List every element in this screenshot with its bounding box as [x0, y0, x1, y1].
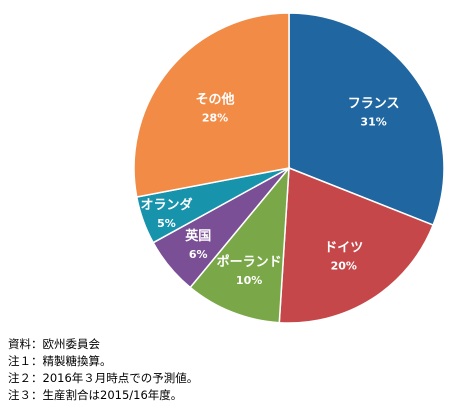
slice-value-netherlands: 5%	[157, 217, 176, 230]
slice-value-other: 28%	[202, 112, 228, 125]
pie-slice-poland	[189, 165, 290, 324]
slice-label-germany: ドイツ	[324, 240, 363, 255]
slice-value-uk: 6%	[189, 248, 208, 261]
slice-label-uk: 英国	[184, 228, 211, 244]
chart-notes: 資料：欧州委員会 注１：精製糖換算。 注２：2016年３月時点での予測値。 注３…	[8, 336, 198, 404]
pie-slice-other	[133, 12, 290, 198]
note-2: 注２：2016年３月時点での予測値。	[8, 371, 199, 385]
slice-label-poland: ポーランド	[217, 254, 282, 270]
slice-value-germany: 20%	[331, 259, 357, 272]
slice-label-other: その他	[195, 92, 234, 108]
slice-value-poland: 10%	[236, 274, 262, 287]
slice-value-france: 31%	[360, 116, 386, 129]
note-1: 注１：精製糖換算。	[8, 354, 112, 368]
pie-slice-france	[288, 12, 445, 227]
pie-chart: フランス 31% ドイツ 20% ポーランド 10% 英国 6% オランダ 5% その他 28%	[133, 12, 445, 324]
source-note: 資料：欧州委員会	[8, 337, 100, 351]
slice-label-france: フランス	[348, 97, 400, 112]
note-3: 注３：生産割合は2015/16年度。	[8, 388, 183, 402]
slice-label-netherlands: オランダ	[140, 197, 192, 213]
pie-slice-germany	[278, 166, 435, 324]
